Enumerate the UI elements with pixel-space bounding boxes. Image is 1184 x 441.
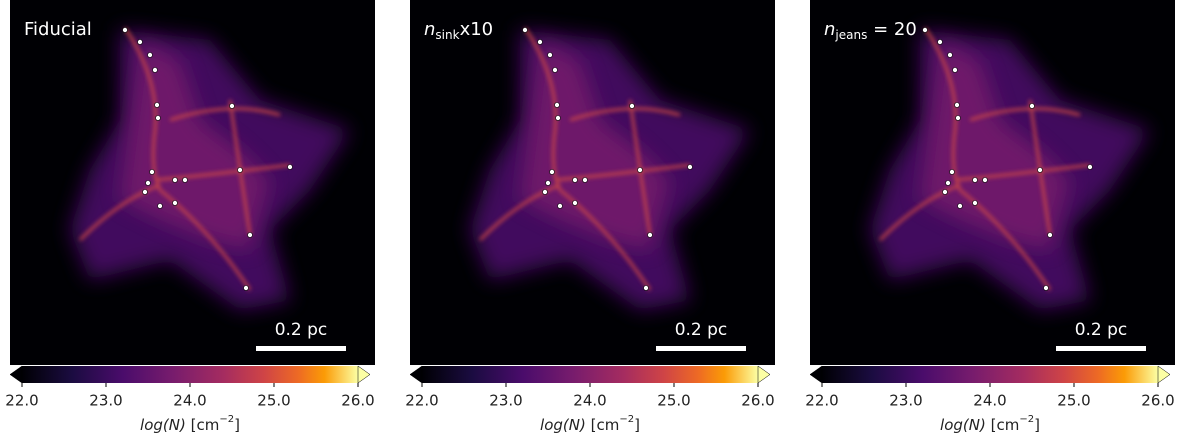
cbar-label-sup: −2: [219, 414, 234, 425]
colorbar-tick-label: 26.0: [741, 392, 774, 410]
colorbar-extend-high: [357, 365, 371, 384]
cbar-label-unit: [cm: [586, 416, 619, 434]
density-map: [810, 0, 1175, 365]
title-sub: sink: [435, 28, 459, 42]
panel-title: njeans = 20: [824, 19, 917, 42]
cbar-label-end: ]: [634, 416, 640, 434]
colorbar-extend-high: [1157, 365, 1171, 384]
cbar-label-sup: −2: [619, 414, 634, 425]
scalebar: [1056, 346, 1146, 351]
cbar-label-end: ]: [1034, 416, 1040, 434]
density-map: [10, 0, 375, 365]
scalebar-label: 0.2 pc: [1075, 320, 1128, 340]
cbar-label-main: log(N): [540, 416, 586, 434]
colorbar-tick-label: 25.0: [1057, 392, 1090, 410]
colorbar-extend-low: [809, 365, 823, 384]
title-symbol: n: [424, 19, 435, 40]
cbar-label-sup: −2: [1019, 414, 1034, 425]
colorbar-extend-low: [9, 365, 23, 384]
panel: Fiducial 0.2 pc 22.0 23.0 24.0 25.0 26.0 log(N)…: [5, 0, 375, 434]
colorbar-tick-label: 26.0: [1141, 392, 1174, 410]
cbar-label-main: log(N): [940, 416, 986, 434]
density-map: [410, 0, 775, 365]
colorbar-label: log(N) [cm−2]: [140, 414, 240, 434]
panel-title: Fiducial: [24, 19, 92, 40]
colorbar-label: log(N) [cm−2]: [940, 414, 1040, 434]
colorbar-tick-label: 25.0: [257, 392, 290, 410]
colorbar-tick-label: 26.0: [341, 392, 374, 410]
panel: nsinkx10 0.2 pc 22.0 23.0 24.0 25.0 26.0 log(N)…: [405, 0, 775, 434]
cbar-label-unit: [cm: [986, 416, 1019, 434]
scalebar-label: 0.2 pc: [675, 320, 728, 340]
title-rest: = 20: [867, 19, 916, 40]
colorbar: [22, 366, 358, 383]
colorbar-tick-label: 24.0: [573, 392, 606, 410]
cbar-label-unit: [cm: [186, 416, 219, 434]
panel: njeans = 20 0.2 pc 22.0 23.0 24.0 25.0 26.0 log…: [805, 0, 1175, 434]
colorbar-extend-high: [757, 365, 771, 384]
scalebar: [256, 346, 346, 351]
colorbar-tick-label: 22.0: [5, 392, 38, 410]
colorbar-tick-label: 23.0: [89, 392, 122, 410]
colorbar-tick-label: 24.0: [173, 392, 206, 410]
scalebar: [656, 346, 746, 351]
colorbar-extend-low: [409, 365, 423, 384]
cbar-label-main: log(N): [140, 416, 186, 434]
cbar-label-end: ]: [234, 416, 240, 434]
scalebar-label: 0.2 pc: [275, 320, 328, 340]
colorbar-tick-label: 23.0: [889, 392, 922, 410]
panel-title: nsinkx10: [424, 19, 493, 42]
colorbar-tick-label: 25.0: [657, 392, 690, 410]
colorbar-tick-label: 23.0: [489, 392, 522, 410]
title-sub: jeans: [834, 28, 867, 42]
colorbar-label: log(N) [cm−2]: [540, 414, 640, 434]
colorbar: [422, 366, 758, 383]
colorbar: [822, 366, 1158, 383]
title-rest: x10: [460, 19, 494, 40]
colorbar-tick-label: 22.0: [805, 392, 838, 410]
colorbar-tick-label: 22.0: [405, 392, 438, 410]
colorbar-tick-label: 24.0: [973, 392, 1006, 410]
title-symbol: n: [824, 19, 835, 40]
